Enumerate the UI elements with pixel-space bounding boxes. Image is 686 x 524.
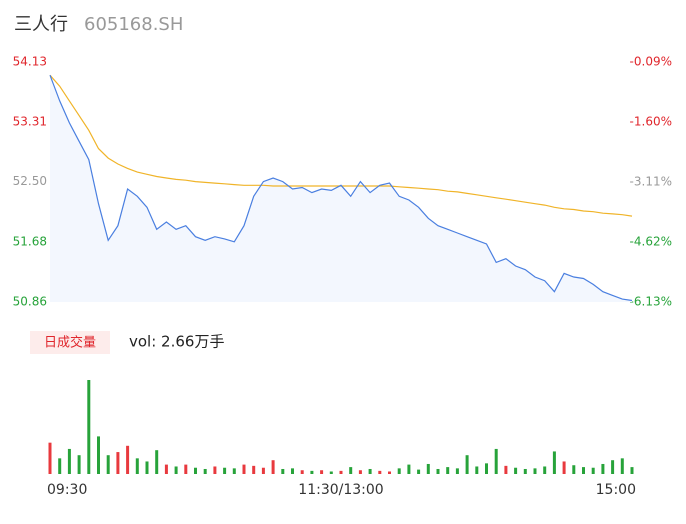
volume-bar: [601, 463, 605, 474]
y2-tick-label: -0.09%: [630, 55, 672, 69]
volume-bar: [320, 470, 324, 474]
volume-bar: [145, 461, 149, 474]
volume-bar: [116, 452, 120, 474]
stock-code: 605168.SH: [84, 14, 183, 35]
volume-bar: [494, 448, 498, 474]
y-tick-label: 54.13: [13, 55, 47, 69]
volume-bar: [407, 464, 411, 474]
volume-bar: [543, 466, 547, 474]
volume-bar: [611, 460, 615, 474]
y2-tick-label: -1.60%: [630, 115, 672, 129]
volume-bar: [252, 465, 256, 474]
volume-bar: [533, 468, 537, 474]
volume-label: vol: 2.66万手: [129, 333, 224, 351]
y-tick-label: 51.68: [13, 234, 47, 248]
volume-bar: [562, 461, 566, 474]
volume-bar: [213, 466, 217, 474]
volume-bar: [455, 468, 459, 474]
volume-bar: [417, 469, 421, 474]
volume-bar: [97, 436, 100, 474]
volume-bar: [552, 451, 556, 474]
y2-tick-label: -3.11%: [630, 175, 672, 189]
volume-bar: [465, 455, 469, 474]
volume-bar: [582, 467, 585, 474]
volume-bar: [388, 471, 391, 474]
volume-bar: [572, 465, 576, 474]
volume-bar: [135, 458, 139, 474]
volume-bar: [310, 470, 314, 474]
volume-bar: [48, 442, 52, 474]
y2-tick-label: -6.13%: [630, 295, 672, 309]
volume-bar: [630, 467, 634, 474]
volume-bar: [514, 467, 518, 474]
volume-bar: [77, 455, 81, 474]
price-area: [50, 75, 632, 302]
volume-bar: [203, 468, 207, 474]
volume-bar: [300, 470, 304, 474]
volume-bar: [106, 455, 110, 474]
y2-tick-label: -4.62%: [630, 235, 672, 249]
volume-bar: [261, 467, 265, 474]
volume-bar: [242, 464, 246, 474]
volume-bar: [378, 470, 382, 474]
volume-bar: [339, 470, 343, 474]
volume-bar: [368, 468, 372, 474]
x-tick-label: 09:30: [47, 482, 87, 498]
volume-bar: [349, 467, 353, 474]
legend-box: [30, 331, 110, 354]
volume-bar: [281, 468, 285, 474]
y-tick-label: 52.50: [13, 174, 47, 188]
volume-bar: [291, 468, 294, 474]
volume-bar: [485, 463, 488, 474]
volume-bar: [67, 448, 71, 474]
volume-bar: [523, 468, 527, 474]
volume-bar: [591, 467, 595, 474]
y-tick-label: 50.86: [13, 295, 47, 309]
volume-bar: [223, 467, 227, 474]
volume-bar: [446, 467, 450, 474]
volume-bar: [126, 445, 130, 474]
x-tick-label: 11:30/13:00: [298, 482, 383, 498]
volume-legend: 日成交量: [44, 335, 96, 351]
volume-bar: [271, 460, 275, 474]
volume-bar: [174, 466, 178, 474]
stock-name: 三人行: [14, 14, 68, 35]
x-tick-label: 15:00: [596, 482, 636, 498]
volume-bar: [358, 470, 362, 474]
volume-bar: [194, 467, 197, 474]
volume-bar: [164, 464, 168, 474]
volume-bar: [155, 450, 159, 474]
volume-bar: [475, 466, 479, 474]
volume-bar: [504, 465, 508, 474]
volume-bar: [58, 458, 62, 474]
price-line: [49, 74, 633, 302]
volume-bar: [329, 471, 333, 474]
volume-bar: [426, 463, 430, 474]
volume-bar: [184, 464, 188, 474]
volume-bar: [620, 458, 624, 474]
volume-bar: [436, 468, 440, 474]
volume-bar: [232, 468, 236, 474]
volume-bar: [87, 380, 91, 474]
y-tick-label: 53.31: [13, 115, 47, 129]
volume-bar: [397, 468, 401, 474]
